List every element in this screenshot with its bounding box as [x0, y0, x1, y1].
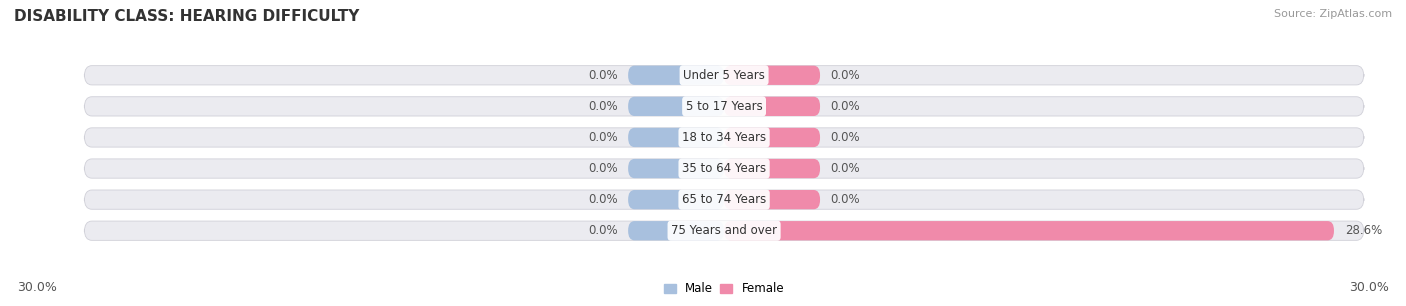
- FancyBboxPatch shape: [84, 221, 1364, 240]
- FancyBboxPatch shape: [724, 97, 820, 116]
- FancyBboxPatch shape: [724, 221, 1334, 240]
- FancyBboxPatch shape: [724, 190, 820, 209]
- FancyBboxPatch shape: [724, 128, 820, 147]
- FancyBboxPatch shape: [628, 221, 724, 240]
- Text: 0.0%: 0.0%: [588, 193, 617, 206]
- Text: 0.0%: 0.0%: [588, 224, 617, 237]
- Text: 0.0%: 0.0%: [588, 69, 617, 82]
- Text: 28.6%: 28.6%: [1344, 224, 1382, 237]
- Text: 35 to 64 Years: 35 to 64 Years: [682, 162, 766, 175]
- Text: 0.0%: 0.0%: [831, 193, 860, 206]
- FancyBboxPatch shape: [84, 128, 1364, 147]
- Text: 65 to 74 Years: 65 to 74 Years: [682, 193, 766, 206]
- Text: 0.0%: 0.0%: [831, 162, 860, 175]
- Text: 0.0%: 0.0%: [588, 131, 617, 144]
- Text: Under 5 Years: Under 5 Years: [683, 69, 765, 82]
- FancyBboxPatch shape: [84, 190, 1364, 209]
- Text: 30.0%: 30.0%: [1350, 281, 1389, 294]
- Text: 0.0%: 0.0%: [588, 162, 617, 175]
- FancyBboxPatch shape: [724, 159, 820, 178]
- Legend: Male, Female: Male, Female: [659, 278, 789, 300]
- Text: DISABILITY CLASS: HEARING DIFFICULTY: DISABILITY CLASS: HEARING DIFFICULTY: [14, 9, 360, 24]
- FancyBboxPatch shape: [628, 190, 724, 209]
- Text: 0.0%: 0.0%: [588, 100, 617, 113]
- FancyBboxPatch shape: [84, 159, 1364, 178]
- FancyBboxPatch shape: [628, 128, 724, 147]
- Text: 5 to 17 Years: 5 to 17 Years: [686, 100, 762, 113]
- Text: 75 Years and over: 75 Years and over: [671, 224, 778, 237]
- FancyBboxPatch shape: [628, 66, 724, 85]
- Text: 30.0%: 30.0%: [17, 281, 56, 294]
- Text: 0.0%: 0.0%: [831, 69, 860, 82]
- Text: Source: ZipAtlas.com: Source: ZipAtlas.com: [1274, 9, 1392, 19]
- FancyBboxPatch shape: [84, 66, 1364, 85]
- FancyBboxPatch shape: [628, 97, 724, 116]
- Text: 0.0%: 0.0%: [831, 100, 860, 113]
- Text: 18 to 34 Years: 18 to 34 Years: [682, 131, 766, 144]
- FancyBboxPatch shape: [84, 97, 1364, 116]
- FancyBboxPatch shape: [628, 159, 724, 178]
- FancyBboxPatch shape: [724, 66, 820, 85]
- Text: 0.0%: 0.0%: [831, 131, 860, 144]
